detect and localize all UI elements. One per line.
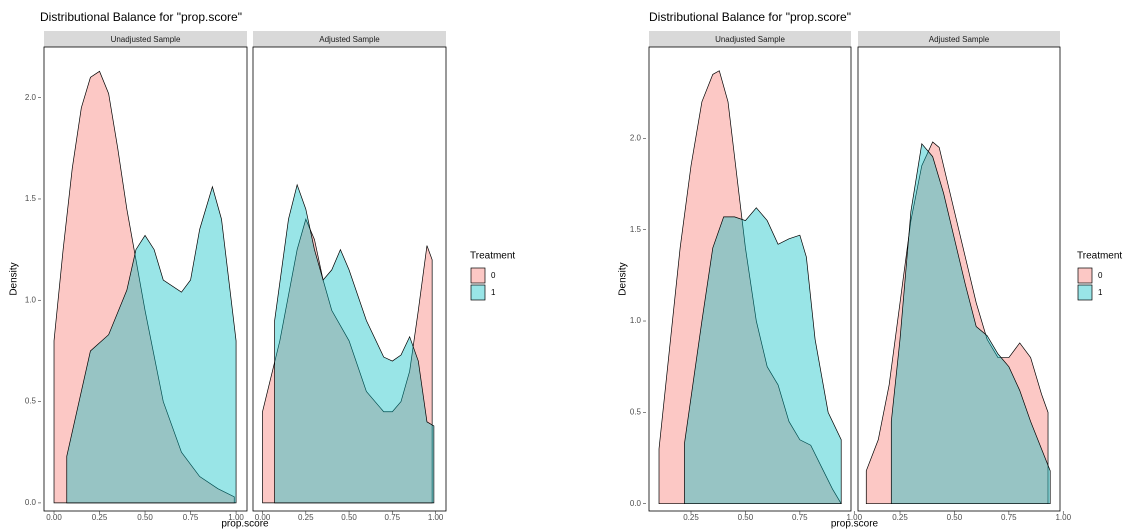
strip-label: Adjusted Sample xyxy=(319,35,380,44)
y-tick-label: 0.0 xyxy=(25,498,37,507)
x-tick-label: 0.50 xyxy=(137,513,153,522)
x-tick-label: 1.00 xyxy=(846,513,862,522)
x-tick-label: 0.50 xyxy=(738,513,754,522)
y-tick-label: 0.0 xyxy=(630,499,642,508)
legend-label: 1 xyxy=(1098,288,1103,297)
density-area xyxy=(684,207,842,505)
y-axis-title: Density xyxy=(9,262,20,295)
x-tick-label: 1.00 xyxy=(428,513,444,522)
panel-border xyxy=(857,46,1061,512)
x-axis-title: prop.score xyxy=(221,519,269,530)
y-axis-title: Density xyxy=(618,262,629,295)
strip xyxy=(44,31,247,47)
y-tick-label: 0.5 xyxy=(25,397,37,406)
density-area xyxy=(66,185,237,504)
density-area xyxy=(865,141,1049,505)
x-tick-label: 0.00 xyxy=(46,513,62,522)
x-tick-label: 1.00 xyxy=(1055,513,1071,522)
panel-border xyxy=(648,46,852,512)
density-area xyxy=(890,143,1051,505)
legend-key xyxy=(470,284,486,301)
strip xyxy=(253,31,446,47)
x-tick-label: 1.00 xyxy=(228,513,244,522)
legend-label: 0 xyxy=(491,271,496,280)
y-tick-label: 0.5 xyxy=(630,407,642,416)
strip xyxy=(858,31,1060,47)
legend-title: Treatment xyxy=(1077,251,1122,262)
x-tick-label: 0.25 xyxy=(298,513,314,522)
density-area xyxy=(658,70,842,505)
x-tick-label: 0.75 xyxy=(792,513,808,522)
density-area xyxy=(53,70,235,504)
y-tick-label: 1.5 xyxy=(25,194,37,203)
density-area xyxy=(262,218,433,504)
x-tick-label: 0.50 xyxy=(947,513,963,522)
x-axis-title: prop.score xyxy=(831,519,879,530)
density-area xyxy=(274,183,435,504)
legend-label: 1 xyxy=(491,288,496,297)
y-tick-label: 1.0 xyxy=(630,316,642,325)
x-tick-label: 0.25 xyxy=(683,513,699,522)
x-tick-label: 0.25 xyxy=(92,513,108,522)
x-tick-label: 0.75 xyxy=(385,513,401,522)
x-tick-label: 0.75 xyxy=(1001,513,1017,522)
strip-label: Unadjusted Sample xyxy=(715,35,785,44)
x-tick-label: 0.00 xyxy=(255,513,271,522)
x-tick-label: 0.75 xyxy=(183,513,199,522)
y-tick-label: 1.0 xyxy=(25,295,37,304)
strip-label: Unadjusted Sample xyxy=(111,35,181,44)
legend-key xyxy=(1077,284,1093,301)
legend-key xyxy=(1077,267,1093,284)
strip-label: Adjusted Sample xyxy=(929,35,990,44)
panel-border xyxy=(252,46,447,512)
chart-title: Distributional Balance for "prop.score" xyxy=(40,10,242,24)
y-tick-label: 2.0 xyxy=(25,93,37,102)
panel-border xyxy=(43,46,248,512)
legend-label: 0 xyxy=(1098,271,1103,280)
x-tick-label: 0.50 xyxy=(341,513,357,522)
legend-title: Treatment xyxy=(470,251,515,262)
x-tick-label: 0.25 xyxy=(892,513,908,522)
legend-key xyxy=(470,267,486,284)
y-tick-label: 1.5 xyxy=(630,225,642,234)
y-tick-label: 2.0 xyxy=(630,133,642,142)
strip xyxy=(649,31,851,47)
chart-title: Distributional Balance for "prop.score" xyxy=(649,10,851,24)
